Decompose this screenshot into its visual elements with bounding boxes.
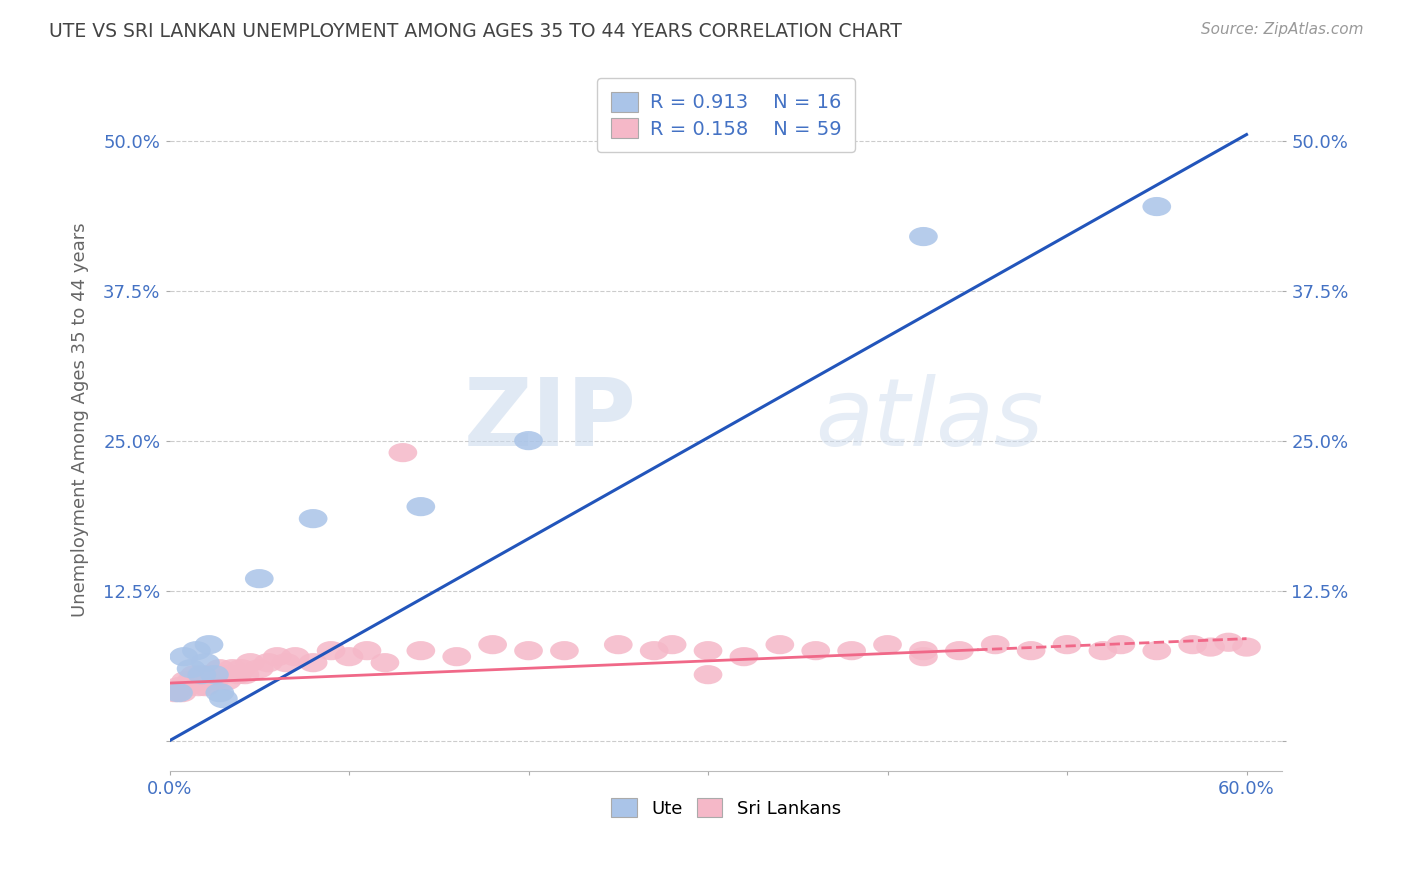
Ellipse shape [226,659,256,678]
Ellipse shape [873,635,901,654]
Ellipse shape [910,641,938,660]
Ellipse shape [165,683,193,702]
Ellipse shape [910,227,938,246]
Ellipse shape [191,677,219,697]
Ellipse shape [945,641,974,660]
Ellipse shape [353,641,381,660]
Ellipse shape [184,677,212,697]
Text: Source: ZipAtlas.com: Source: ZipAtlas.com [1201,22,1364,37]
Ellipse shape [172,671,200,690]
Ellipse shape [281,647,309,666]
Text: ZIP: ZIP [464,374,637,466]
Ellipse shape [298,653,328,673]
Ellipse shape [245,659,274,678]
Ellipse shape [443,647,471,666]
Ellipse shape [693,641,723,660]
Ellipse shape [658,635,686,654]
Ellipse shape [187,671,217,690]
Ellipse shape [693,665,723,684]
Ellipse shape [200,665,229,684]
Text: atlas: atlas [815,374,1043,465]
Ellipse shape [1197,638,1225,657]
Ellipse shape [1143,641,1171,660]
Ellipse shape [231,665,259,684]
Ellipse shape [170,647,198,666]
Ellipse shape [640,641,668,660]
Ellipse shape [209,690,238,708]
Ellipse shape [765,635,794,654]
Ellipse shape [910,647,938,666]
Ellipse shape [730,647,758,666]
Ellipse shape [1215,632,1243,652]
Ellipse shape [177,659,205,678]
Ellipse shape [981,635,1010,654]
Ellipse shape [191,653,219,673]
Ellipse shape [187,665,217,684]
Ellipse shape [371,653,399,673]
Ellipse shape [1053,635,1081,654]
Ellipse shape [1088,641,1118,660]
Ellipse shape [173,677,202,697]
Ellipse shape [837,641,866,660]
Ellipse shape [1232,638,1261,657]
Ellipse shape [550,641,579,660]
Ellipse shape [801,641,830,660]
Ellipse shape [605,635,633,654]
Ellipse shape [388,443,418,462]
Ellipse shape [209,665,238,684]
Ellipse shape [478,635,508,654]
Ellipse shape [271,653,301,673]
Ellipse shape [335,647,363,666]
Ellipse shape [205,683,235,702]
Legend: Ute, Sri Lankans: Ute, Sri Lankans [605,791,848,825]
Ellipse shape [263,647,291,666]
Ellipse shape [183,641,211,660]
Ellipse shape [194,635,224,654]
Ellipse shape [406,641,436,660]
Ellipse shape [177,671,205,690]
Ellipse shape [224,665,252,684]
Ellipse shape [236,653,264,673]
Ellipse shape [180,665,209,684]
Ellipse shape [205,659,235,678]
Ellipse shape [254,653,283,673]
Ellipse shape [515,431,543,450]
Ellipse shape [194,665,224,684]
Ellipse shape [165,677,193,697]
Ellipse shape [316,641,346,660]
Ellipse shape [1017,641,1046,660]
Ellipse shape [1107,635,1135,654]
Ellipse shape [515,641,543,660]
Ellipse shape [298,509,328,528]
Text: UTE VS SRI LANKAN UNEMPLOYMENT AMONG AGES 35 TO 44 YEARS CORRELATION CHART: UTE VS SRI LANKAN UNEMPLOYMENT AMONG AGE… [49,22,903,41]
Ellipse shape [406,497,436,516]
Ellipse shape [1143,197,1171,216]
Y-axis label: Unemployment Among Ages 35 to 44 years: Unemployment Among Ages 35 to 44 years [72,222,89,617]
Ellipse shape [1178,635,1206,654]
Ellipse shape [167,683,197,702]
Ellipse shape [245,569,274,588]
Ellipse shape [200,671,229,690]
Ellipse shape [212,671,242,690]
Ellipse shape [218,659,246,678]
Ellipse shape [160,683,190,702]
